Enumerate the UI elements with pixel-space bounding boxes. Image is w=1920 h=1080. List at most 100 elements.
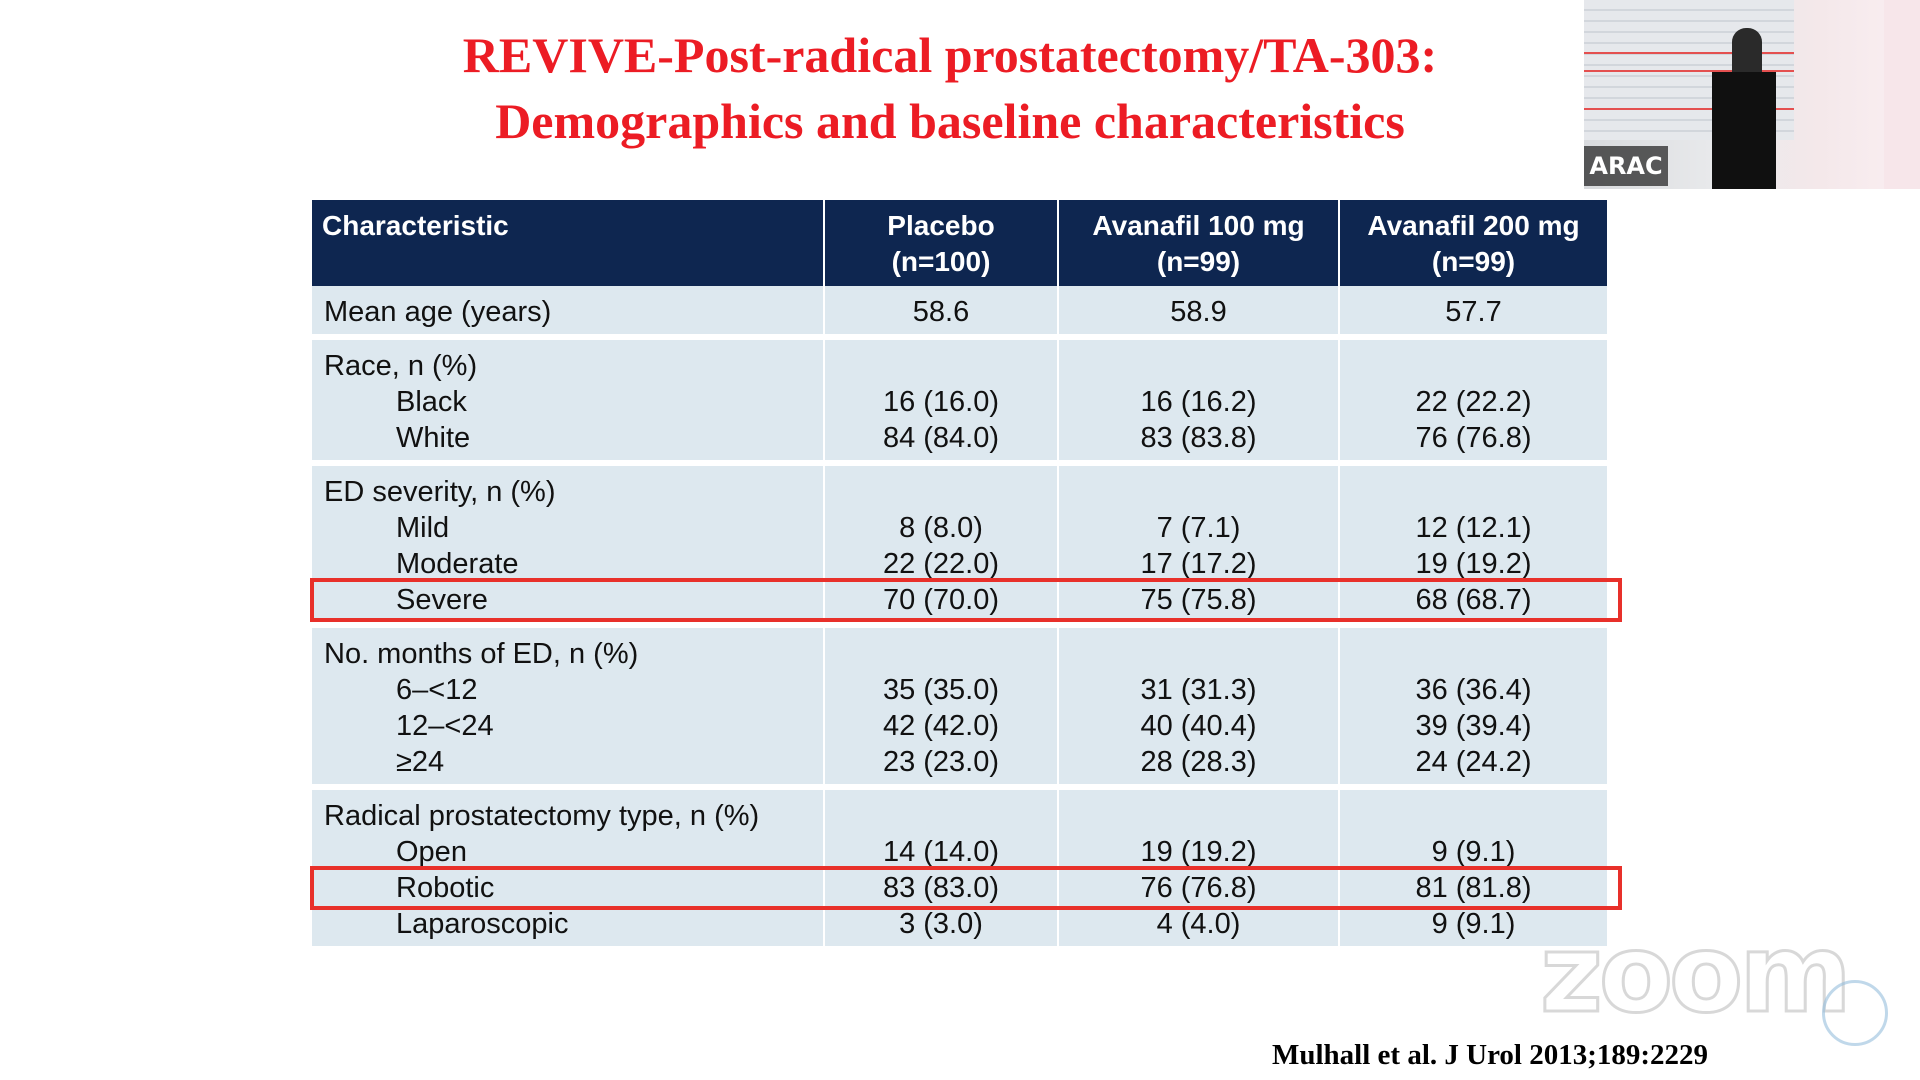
value: 68 (68.7) [1415,584,1532,616]
table-row-group-radical-prostatectomy-type-n: Radical prostatectomy type, n (%) Open Rob… [312,790,1607,952]
highlight-box-robotic [310,866,1622,910]
value: 58.9 [1170,296,1227,328]
value-cell-avanafil-200: 9 (9.1) 81 (81.8) 9 (9.1) [1340,790,1607,952]
value-cell-placebo: 14 (14.0) 83 (83.0) 3 (3.0) [825,790,1059,952]
highlight-box-severe [310,578,1622,622]
value: 19 (19.2) [1415,548,1532,580]
speaker-name-badge: ARAC [1584,146,1668,186]
thumbnail-highlight-line [1584,70,1794,72]
value-cell-avanafil-100: 19 (19.2) 76 (76.8) 4 (4.0) [1059,790,1340,952]
value: 8 (8.0) [899,512,983,544]
group-label: No. months of ED, n (%) [324,638,639,670]
thumbnail-highlight-line [1584,108,1794,110]
value: 7 (7.1) [1156,512,1241,544]
subrow-label-black: Black [396,386,467,418]
value-cell-placebo: 58.6 [825,286,1059,340]
value-cell-avanafil-100: 7 (7.1) 17 (17.2) 75 (75.8) [1059,466,1340,628]
value: 76 (76.8) [1140,872,1257,904]
value: 36 (36.4) [1415,674,1532,706]
slide-title-line-2: Demographics and baseline characteristic… [495,93,1405,149]
thumbnail-screen [1884,0,1920,189]
value: 40 (40.4) [1140,710,1257,742]
characteristic-cell: Mean age (years) [312,286,825,340]
subrow-label-robotic: Robotic [396,872,495,904]
value: 22 (22.0) [882,548,1000,580]
value: 31 (31.3) [1140,674,1257,706]
blank-line [1071,348,1326,384]
society-seal-icon [1822,980,1888,1046]
value: 23 (23.0) [882,746,1000,778]
value: 76 (76.8) [1415,422,1532,454]
blank-line [837,636,1045,672]
header-avanafil-100: Avanafil 100 mg (n=99) [1059,200,1340,286]
blank-line [1352,474,1595,510]
subrow-label-open: Open [396,836,467,868]
subrow-label-12-24: 12–<24 [396,710,494,742]
value: 24 (24.2) [1415,746,1532,778]
table-body: Mean age (years) 58.6 58.9 57.7 Race, n (%) B… [312,286,1607,952]
value: 70 (70.0) [882,584,1000,616]
blank-line [837,348,1045,384]
blank-line [1352,636,1595,672]
value: 12 (12.1) [1415,512,1532,544]
blank-line [1071,474,1326,510]
blank-line [837,474,1045,510]
value-cell-avanafil-100: 58.9 [1059,286,1340,340]
blank-line [837,798,1045,834]
blank-line [1071,798,1326,834]
subrow-label-24: ≥24 [396,746,445,778]
value: 14 (14.0) [882,836,1000,868]
subrow-label-white: White [396,422,471,454]
blank-line [1071,636,1326,672]
value: 57.7 [1445,296,1502,328]
value-cell-avanafil-100: 31 (31.3) 40 (40.4) 28 (28.3) [1059,628,1340,790]
value: 3 (3.0) [899,908,983,940]
characteristic-cell: ED severity, n (%) Mild Moderate Severe [312,466,825,628]
characteristic-cell: No. months of ED, n (%) 6–<12 12–<24 ≥24 [312,628,825,790]
value: 84 (84.0) [882,422,1000,454]
value: 9 (9.1) [1431,836,1516,868]
value: 35 (35.0) [882,674,1000,706]
value: 19 (19.2) [1140,836,1257,868]
characteristic-cell: Radical prostatectomy type, n (%) Open Rob… [312,790,825,952]
value: 4 (4.0) [1156,908,1241,940]
table-row-group-no-months-of-ed-n: No. months of ED, n (%) 6–<12 12–<24 ≥24 35 … [312,628,1607,790]
header-avanafil-200: Avanafil 200 mg (n=99) [1340,200,1607,286]
value-cell-placebo: 35 (35.0) 42 (42.0) 23 (23.0) [825,628,1059,790]
characteristic-cell: Race, n (%) Black White [312,340,825,466]
table-header-row: Characteristic Placebo (n=100) Avanafil … [312,200,1607,286]
header-placebo: Placebo (n=100) [825,200,1059,286]
subrow-label-6-12: 6–<12 [396,674,478,706]
zoom-watermark-logo: zoom [1539,912,1854,1037]
subrow-label-severe: Severe [396,584,488,616]
value-cell-avanafil-200: 22 (22.2) 76 (76.8) [1340,340,1607,466]
group-label: Radical prostatectomy type, n (%) [324,800,760,832]
table-row-group-ed-severity-n: ED severity, n (%) Mild Moderate Severe 8 (8… [312,466,1607,628]
baseline-table-container: Characteristic Placebo (n=100) Avanafil … [312,200,1607,952]
value: 83 (83.8) [1140,422,1257,454]
subrow-label-moderate: Moderate [396,548,519,580]
subrow-label-laparoscopic: Laparoscopic [396,908,569,940]
header-characteristic: Characteristic [312,200,825,286]
value: 42 (42.0) [882,710,1000,742]
baseline-table: Characteristic Placebo (n=100) Avanafil … [312,200,1607,952]
citation: Mulhall et al. J Urol 2013;189:2229 [1272,1039,1709,1071]
table-row-group-mean-age-years: Mean age (years) 58.6 58.9 57.7 [312,286,1607,340]
podium [1712,72,1776,189]
value-cell-placebo: 8 (8.0) 22 (22.0) 70 (70.0) [825,466,1059,628]
value: 83 (83.0) [882,872,1000,904]
slide-title-line-1: REVIVE-Post-radical prostatectomy/TA-303… [462,27,1438,83]
value: 9 (9.1) [1431,908,1516,940]
speaker-figure [1732,28,1762,78]
value: 81 (81.8) [1415,872,1532,904]
value: 39 (39.4) [1415,710,1532,742]
value: 16 (16.0) [882,386,1000,418]
value: 16 (16.2) [1140,386,1257,418]
group-label: Race, n (%) [324,350,478,382]
value-cell-placebo: 16 (16.0) 84 (84.0) [825,340,1059,466]
value-cell-avanafil-200: 12 (12.1) 19 (19.2) 68 (68.7) [1340,466,1607,628]
group-label: Mean age (years) [324,296,552,328]
blank-line [1352,798,1595,834]
thumbnail-highlight-line [1584,52,1794,54]
value-cell-avanafil-200: 57.7 [1340,286,1607,340]
